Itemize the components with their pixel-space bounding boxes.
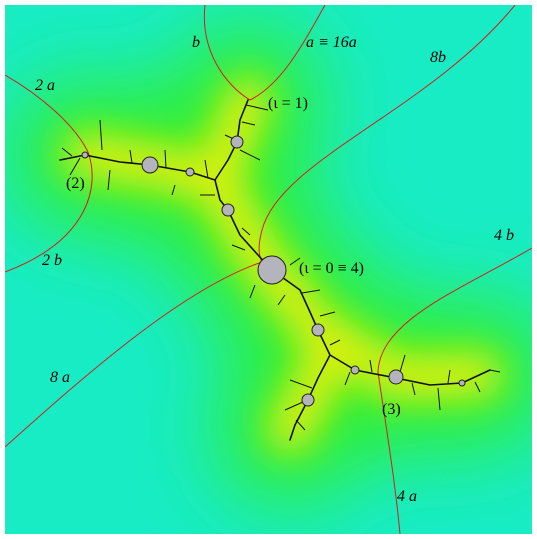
label: (2) [66,175,85,192]
label: 8 a [50,369,70,386]
label: (ι = 0 ≡ 4) [299,260,364,277]
label: 4 a [397,488,417,505]
label: 8b [430,49,446,66]
label: (ι = 1) [268,95,308,112]
diagram: b a ≡ 16a 8b 2 a (ι = 1) (2) 2 b (ι = 0 … [0,0,537,539]
label: (3) [382,401,401,418]
background [5,5,532,534]
label: 4 b [494,227,514,244]
label: 2 b [42,252,62,269]
label: 2 a [35,77,55,94]
label: b [192,34,200,51]
label: a ≡ 16a [306,34,357,51]
